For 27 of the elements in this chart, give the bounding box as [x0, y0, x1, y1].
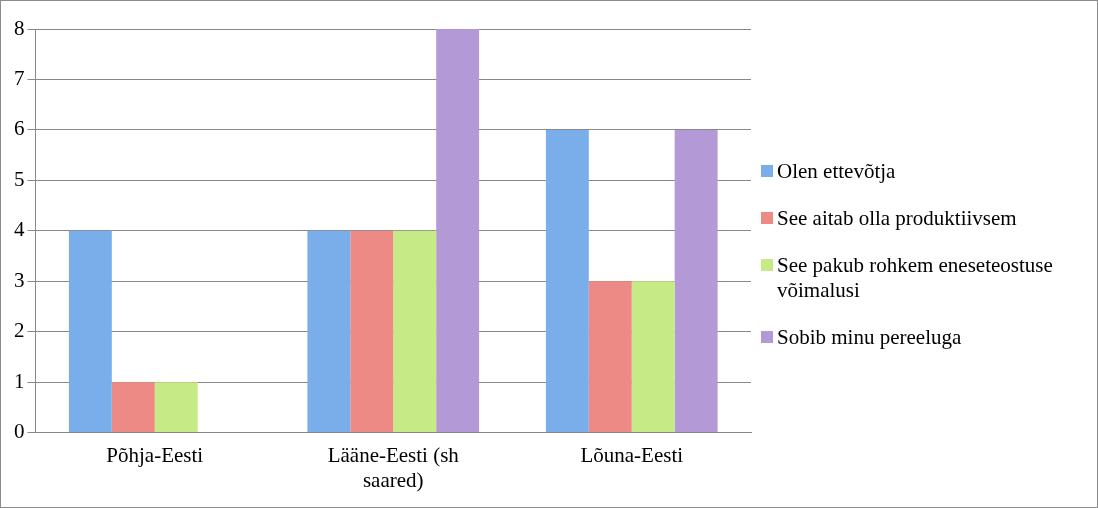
- legend-label: Sobib minu pereeluga: [777, 324, 962, 350]
- legend-label: See pakub rohkem eneseteostuse võimalusi: [777, 252, 1054, 303]
- y-tick-label: 3: [14, 267, 25, 292]
- y-tick-label: 2: [14, 318, 25, 343]
- y-tick-label: 6: [14, 116, 25, 141]
- bar: [154, 382, 198, 433]
- y-tick-label: 5: [14, 166, 25, 191]
- bar: [307, 230, 351, 433]
- x-tick-label: Lääne-Eesti (sh saared): [327, 442, 460, 492]
- y-tick-label: 1: [14, 368, 25, 393]
- y-tick-label: 7: [14, 65, 25, 90]
- y-tick-label: 0: [14, 419, 25, 444]
- y-tick-label: 4: [14, 217, 25, 242]
- y-tick-label: 8: [14, 15, 25, 40]
- bar: [588, 281, 632, 433]
- bar: [545, 129, 589, 433]
- bar: [393, 230, 437, 433]
- bar: [68, 230, 112, 433]
- bar: [350, 230, 394, 433]
- bar: [631, 281, 675, 433]
- x-tick-label: Põhja-Eesti: [106, 442, 204, 467]
- bar: [436, 29, 480, 433]
- legend-label: See aitab olla produktiivsem: [777, 205, 1017, 231]
- bar: [111, 382, 155, 433]
- bar: [674, 129, 718, 433]
- legend-label: Olen ettevõtja: [777, 158, 896, 184]
- x-tick-label: Lõuna-Eesti: [580, 442, 684, 467]
